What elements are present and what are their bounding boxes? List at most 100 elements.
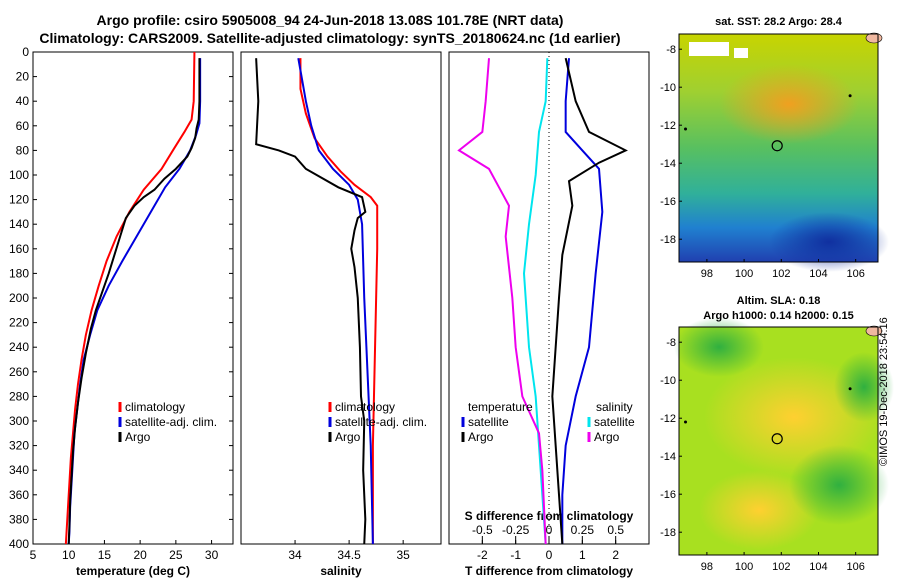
salinity-legend-label: Argo [335,430,361,444]
ytick-label: 200 [9,291,29,305]
difference-series-t-argo [551,57,628,545]
ytick-label: 240 [9,340,29,354]
temperature-xtick-label: 15 [98,548,112,562]
sst-map-ytick-label: -18 [660,234,676,246]
ytick-label: 160 [9,242,29,256]
ytick-label: 260 [9,365,29,379]
ytick-label: 320 [9,439,29,453]
ytick-label: 20 [16,70,30,84]
difference-xtick-label: 2 [612,548,619,562]
temperature-xtick-label: 25 [169,548,183,562]
sst-map-xtick-label: 102 [772,268,790,280]
difference-s-xtick-label: 0.25 [571,523,595,537]
difference-legend-label: satellite [594,415,635,429]
title-line-2: Climatology: CARS2009. Satellite-adjuste… [39,30,621,46]
ytick-label: 180 [9,266,29,280]
sst-map-cold-patch [769,212,889,272]
sla-map-title: Altim. SLA: 0.18 [737,295,821,307]
ytick-label: 380 [9,512,29,526]
sla-map-high-patch [699,470,819,550]
salinity-series-argo [255,58,367,545]
ytick-label: 400 [9,537,29,551]
sst-map-xtick-label: 106 [847,268,865,280]
ytick-label: 100 [9,168,29,182]
sst-map-xtick-label: 104 [809,268,827,280]
temperature-legend-label: Argo [125,430,151,444]
salinity-frame [240,51,442,545]
difference-xtick-label: -1 [510,548,521,562]
sst-map-ytick-label: -14 [660,158,676,170]
difference-xtick-label: 1 [579,548,586,562]
sla-map-frame [678,326,879,556]
difference-xlabel: T difference from climatology [465,564,633,578]
salinity-series-satellite-adj-clim- [297,57,374,545]
difference-legend-label: satellite [468,415,509,429]
sla-map-subtitle: Argo h1000: 0.14 h2000: 0.15 [703,310,853,322]
difference-xtick-label: -2 [477,548,488,562]
sst-map-xtick-label: 98 [701,268,713,280]
sst-map-ytick-label: -10 [660,82,676,94]
sla-map-island [848,387,852,391]
sst-map-argo-marker [771,140,783,152]
temperature-series-argo [67,58,201,545]
sla-map-xtick-label: 104 [809,561,827,573]
ytick-label: 340 [9,463,29,477]
temperature-legend-label: climatology [125,400,185,414]
ytick-label: 40 [16,94,30,108]
difference-series-s-satellite [522,58,549,545]
temperature-xtick-label: 20 [133,548,147,562]
sst-map-title: sat. SST: 28.2 Argo: 28.4 [715,16,843,28]
ytick-label: 120 [9,193,29,207]
difference-legend-label: Argo [468,430,494,444]
difference-s-xtick-label: -0.25 [502,523,530,537]
temperature-legend-label: satellite-adj. clim. [125,415,217,429]
sst-map-missing-data [734,48,748,58]
ytick-label: 140 [9,217,29,231]
difference-s-xlabel: S difference from climatology [465,509,634,523]
ytick-label: 80 [16,143,30,157]
ytick-label: 300 [9,414,29,428]
difference-s-xtick-label: 0.5 [607,523,624,537]
difference-xtick-label: 0 [546,548,553,562]
sst-map-warm-patch [719,64,859,144]
sst-map-ytick-label: -8 [666,44,676,56]
ytick-label: 60 [16,119,30,133]
temperature-xtick-label: 30 [205,548,219,562]
difference-legend-title-salinity: salinity [596,400,633,414]
difference-legend-title-temperature: temperature [468,400,533,414]
difference-frame [448,51,650,545]
salinity-xtick-label: 34 [288,548,302,562]
difference-series-s-argo [457,58,547,545]
sla-map-low-patch [674,317,764,377]
salinity-legend-label: satellite-adj. clim. [335,415,427,429]
sla-map-ytick-label: -18 [660,527,676,539]
sst-map-ytick-label: -16 [660,196,676,208]
salinity-legend-label: climatology [335,400,395,414]
sla-map-xtick-label: 102 [772,561,790,573]
salinity-xlabel: salinity [320,564,362,578]
sla-map-xtick-label: 100 [735,561,753,573]
difference-s-xtick-label: -0.5 [472,523,493,537]
ytick-label: 360 [9,488,29,502]
difference-series-t-satellite [561,58,604,544]
difference-s-xtick-label: 0 [546,523,553,537]
sla-map-xtick-label: 106 [847,561,865,573]
sst-map-ytick-label: -12 [660,120,676,132]
salinity-series-climatology [299,58,379,544]
salinity-xtick-label: 34.5 [337,548,361,562]
title-line-1: Argo profile: csiro 5905008_94 24-Jun-20… [96,12,564,28]
sst-map-frame [678,33,879,263]
temperature-frame [32,51,234,545]
sla-map-ytick-label: -14 [660,451,676,463]
ytick-label: 220 [9,316,29,330]
watermark: ©IMOS 19-Dec-2018 23:54:16 [878,317,890,466]
sla-map-low-patch [789,445,889,525]
sst-map-missing-data [689,42,729,56]
temperature-xtick-label: 5 [30,548,37,562]
temperature-series-climatology [64,51,196,545]
difference-legend-label: Argo [594,430,620,444]
sla-map-island [684,420,688,424]
sla-map-ytick-label: -10 [660,375,676,387]
salinity-xtick-label: 35 [396,548,410,562]
